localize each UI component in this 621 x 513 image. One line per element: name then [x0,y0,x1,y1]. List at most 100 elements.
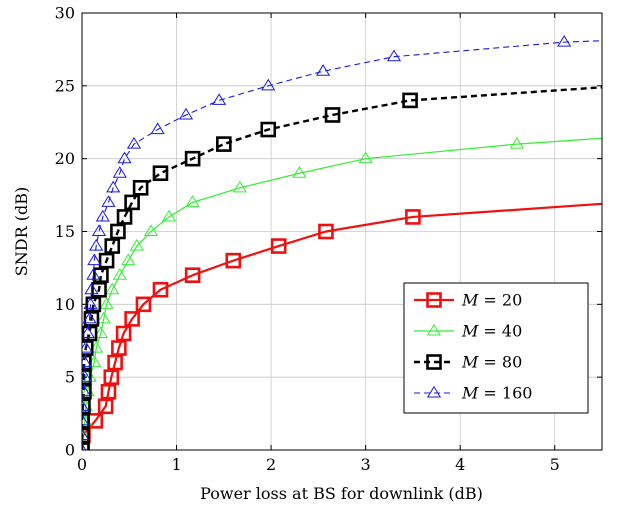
data-point [82,369,92,385]
data-point [124,311,140,327]
data-point [212,93,227,105]
legend-marker [426,354,442,370]
series-line [82,137,602,450]
data-point [161,209,177,222]
x-tick-label: 5 [550,455,560,474]
data-point [89,238,104,251]
y-tick-label: 30 [55,4,75,23]
data-point [82,413,90,429]
data-point [95,209,110,222]
data-point [93,326,108,338]
data-point [104,238,121,254]
legend-label: M = 160 [461,384,532,403]
data-point [98,252,115,269]
data-point [93,267,109,284]
data-point [324,107,341,123]
series-line [82,40,602,450]
data-point [316,64,331,76]
data-point [105,282,120,295]
data-point [106,180,121,193]
legend-label: M = 20 [461,291,522,310]
data-point [82,355,92,368]
data-point [261,78,276,91]
data-point [82,413,90,426]
data-point [115,325,132,342]
data-point [83,311,100,327]
data-point [91,224,107,237]
data-point [152,165,169,182]
data-point [129,238,144,251]
data-point [86,268,101,280]
data-point [152,281,169,298]
legend-marker [426,385,442,398]
x-tick-label: 2 [266,455,276,474]
data-point [83,297,98,309]
data-point [386,49,402,62]
data-point [184,267,201,284]
x-tick-label: 1 [171,455,181,474]
legend-label: M = 80 [461,353,522,372]
y-tick-label: 20 [55,149,75,168]
x-axis-title: Power loss at BS for downlink (dB) [200,484,483,503]
data-point [270,238,287,254]
data-point [97,398,114,415]
data-point [216,136,232,152]
data-point [112,166,127,178]
series-group [82,34,602,450]
data-point [82,384,91,397]
data-point [358,151,373,164]
data-point [87,253,102,266]
legend-marker [426,292,442,308]
x-tick-label: 0 [77,455,87,474]
data-point [84,282,99,295]
data-point [100,383,117,400]
data-point [82,340,93,353]
y-tick-label: 5 [65,368,75,387]
data-point [111,340,127,356]
data-point [260,121,277,138]
data-point [143,224,159,237]
legend-marker [426,323,442,336]
data-point [82,399,90,411]
series-3 [82,34,602,450]
data-point [116,209,133,225]
data-point [110,223,126,240]
data-point [132,180,149,196]
data-point [91,281,107,298]
data-point [557,34,572,47]
data-point [82,427,90,444]
data-point [178,107,194,120]
data-point [112,268,127,280]
data-point [150,122,165,135]
data-point [103,369,120,385]
y-axis-title: SNDR (dB) [12,187,31,276]
data-point [82,325,98,342]
data-point [82,370,92,382]
y-tick-label: 25 [55,76,75,95]
data-point [121,253,136,266]
data-point [135,296,152,313]
data-point [124,194,140,211]
data-point [185,195,200,207]
y-tick-label: 10 [55,295,75,314]
data-point [318,223,334,240]
x-tick-label: 4 [455,455,465,474]
data-point [82,354,92,371]
data-point [96,311,111,324]
data-point [292,166,307,178]
data-point [82,442,87,450]
data-point [107,354,123,371]
legend-box [403,282,589,414]
data-point [184,150,201,167]
y-tick-label: 15 [55,222,75,241]
data-point [225,252,242,269]
data-point [117,151,132,164]
y-tick-label: 0 [65,441,75,460]
data-point [82,428,90,440]
data-point [126,136,142,149]
data-point [101,195,116,207]
legend: M = 20 M = 40 M = 80 M = 160 [403,282,589,414]
data-point [232,180,247,193]
data-point [82,311,97,324]
